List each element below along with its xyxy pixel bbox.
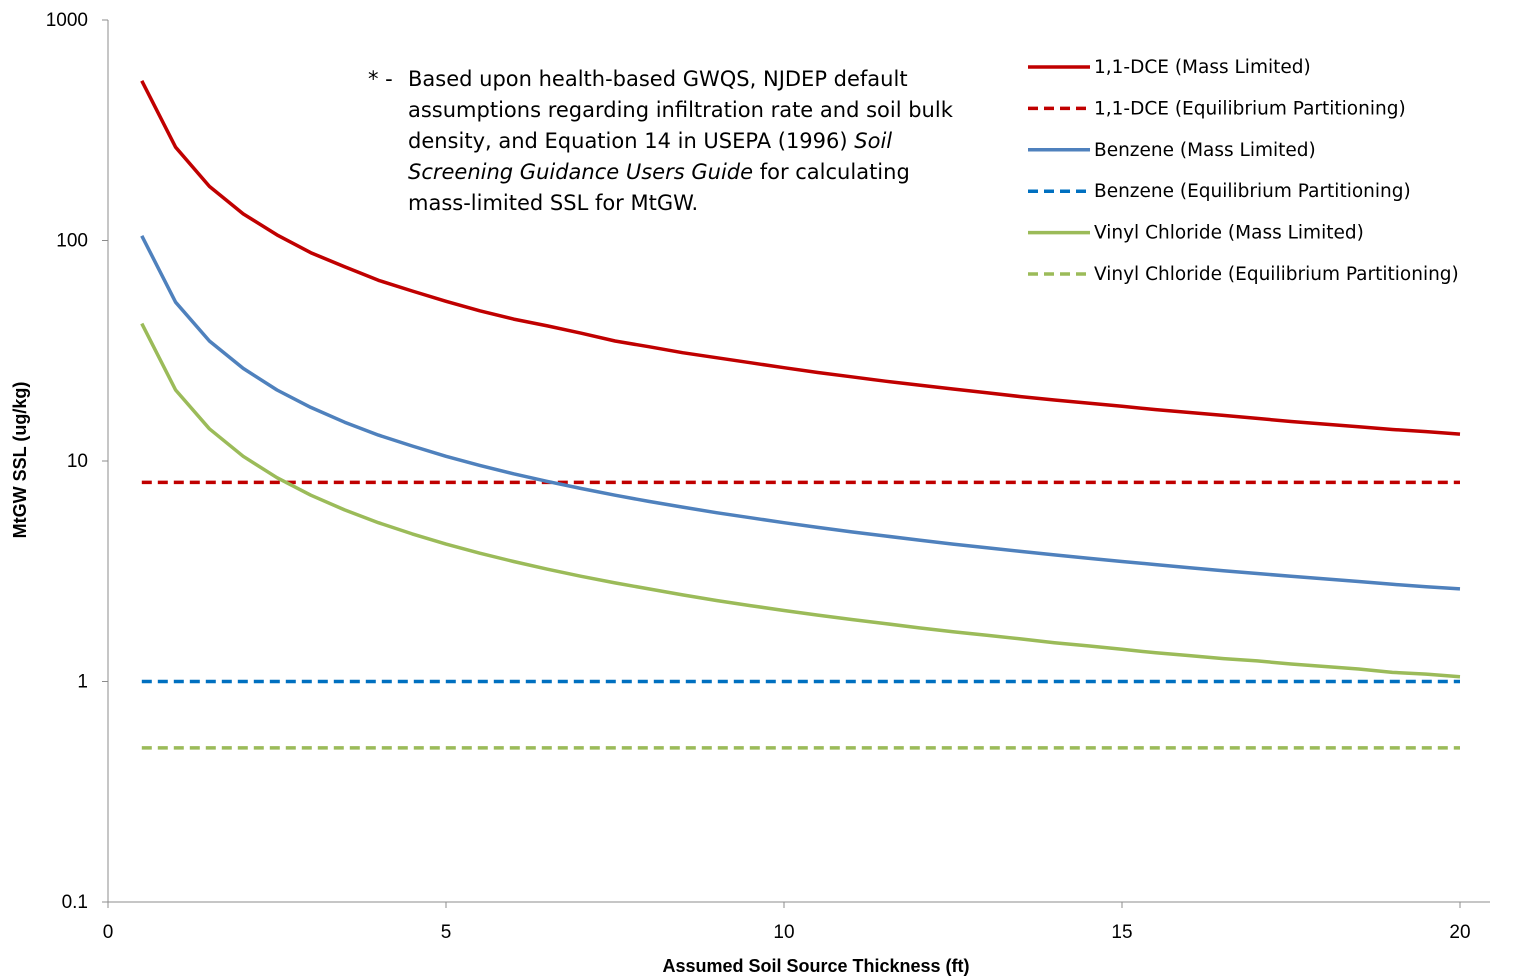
y-tick-label: 0.1 (62, 892, 88, 913)
footnote-marker: * - (368, 67, 393, 91)
legend-label-1: 1,1-DCE (Mass Limited) (1094, 57, 1311, 78)
y-axis-title: MtGW SSL (ug/kg) (10, 382, 30, 539)
y-tick-label: 100 (56, 231, 88, 252)
series-line-1 (140, 80, 1461, 436)
footnote: * - Based upon health-based GWQS, NJDEP … (368, 64, 978, 219)
footnote-text-italic: Soil Screening Guidance Users Guide (408, 129, 893, 184)
legend: 1,1-DCE (Mass Limited) 1,1-DCE (Equilibri… (1028, 57, 1459, 285)
series-line-3 (140, 235, 1461, 591)
x-tick-label: 10 (773, 922, 794, 943)
axes: 0.1 1 10 100 1000 0 5 10 15 20 (46, 10, 1490, 943)
y-tick-label: 1 (77, 672, 88, 693)
footnote-text: Based upon health-based GWQS, NJDEP defa… (408, 64, 978, 219)
footnote-text-part-1: Based upon health-based GWQS, NJDEP defa… (408, 67, 953, 153)
legend-label-2: 1,1-DCE (Equilibrium Partitioning) (1094, 98, 1406, 119)
x-tick-label: 20 (1449, 922, 1470, 943)
y-tick-label: 1000 (46, 10, 88, 31)
x-axis-title: Assumed Soil Source Thickness (ft) (662, 956, 969, 976)
x-tick-label: 15 (1111, 922, 1132, 943)
x-tick-label: 0 (103, 922, 114, 943)
y-tick-label: 10 (67, 451, 88, 472)
footnote-text-part-2: for calculating mass-limited SSL for MtG… (408, 160, 910, 215)
legend-label-5: Vinyl Chloride (Mass Limited) (1094, 223, 1364, 244)
legend-label-4: Benzene (Equilibrium Partitioning) (1094, 181, 1411, 202)
series-line-5 (140, 322, 1461, 679)
series-layer (140, 80, 1461, 750)
legend-label-6: Vinyl Chloride (Equilibrium Partitioning… (1094, 264, 1459, 285)
legend-label-3: Benzene (Mass Limited) (1094, 140, 1316, 161)
x-tick-label: 5 (441, 922, 452, 943)
